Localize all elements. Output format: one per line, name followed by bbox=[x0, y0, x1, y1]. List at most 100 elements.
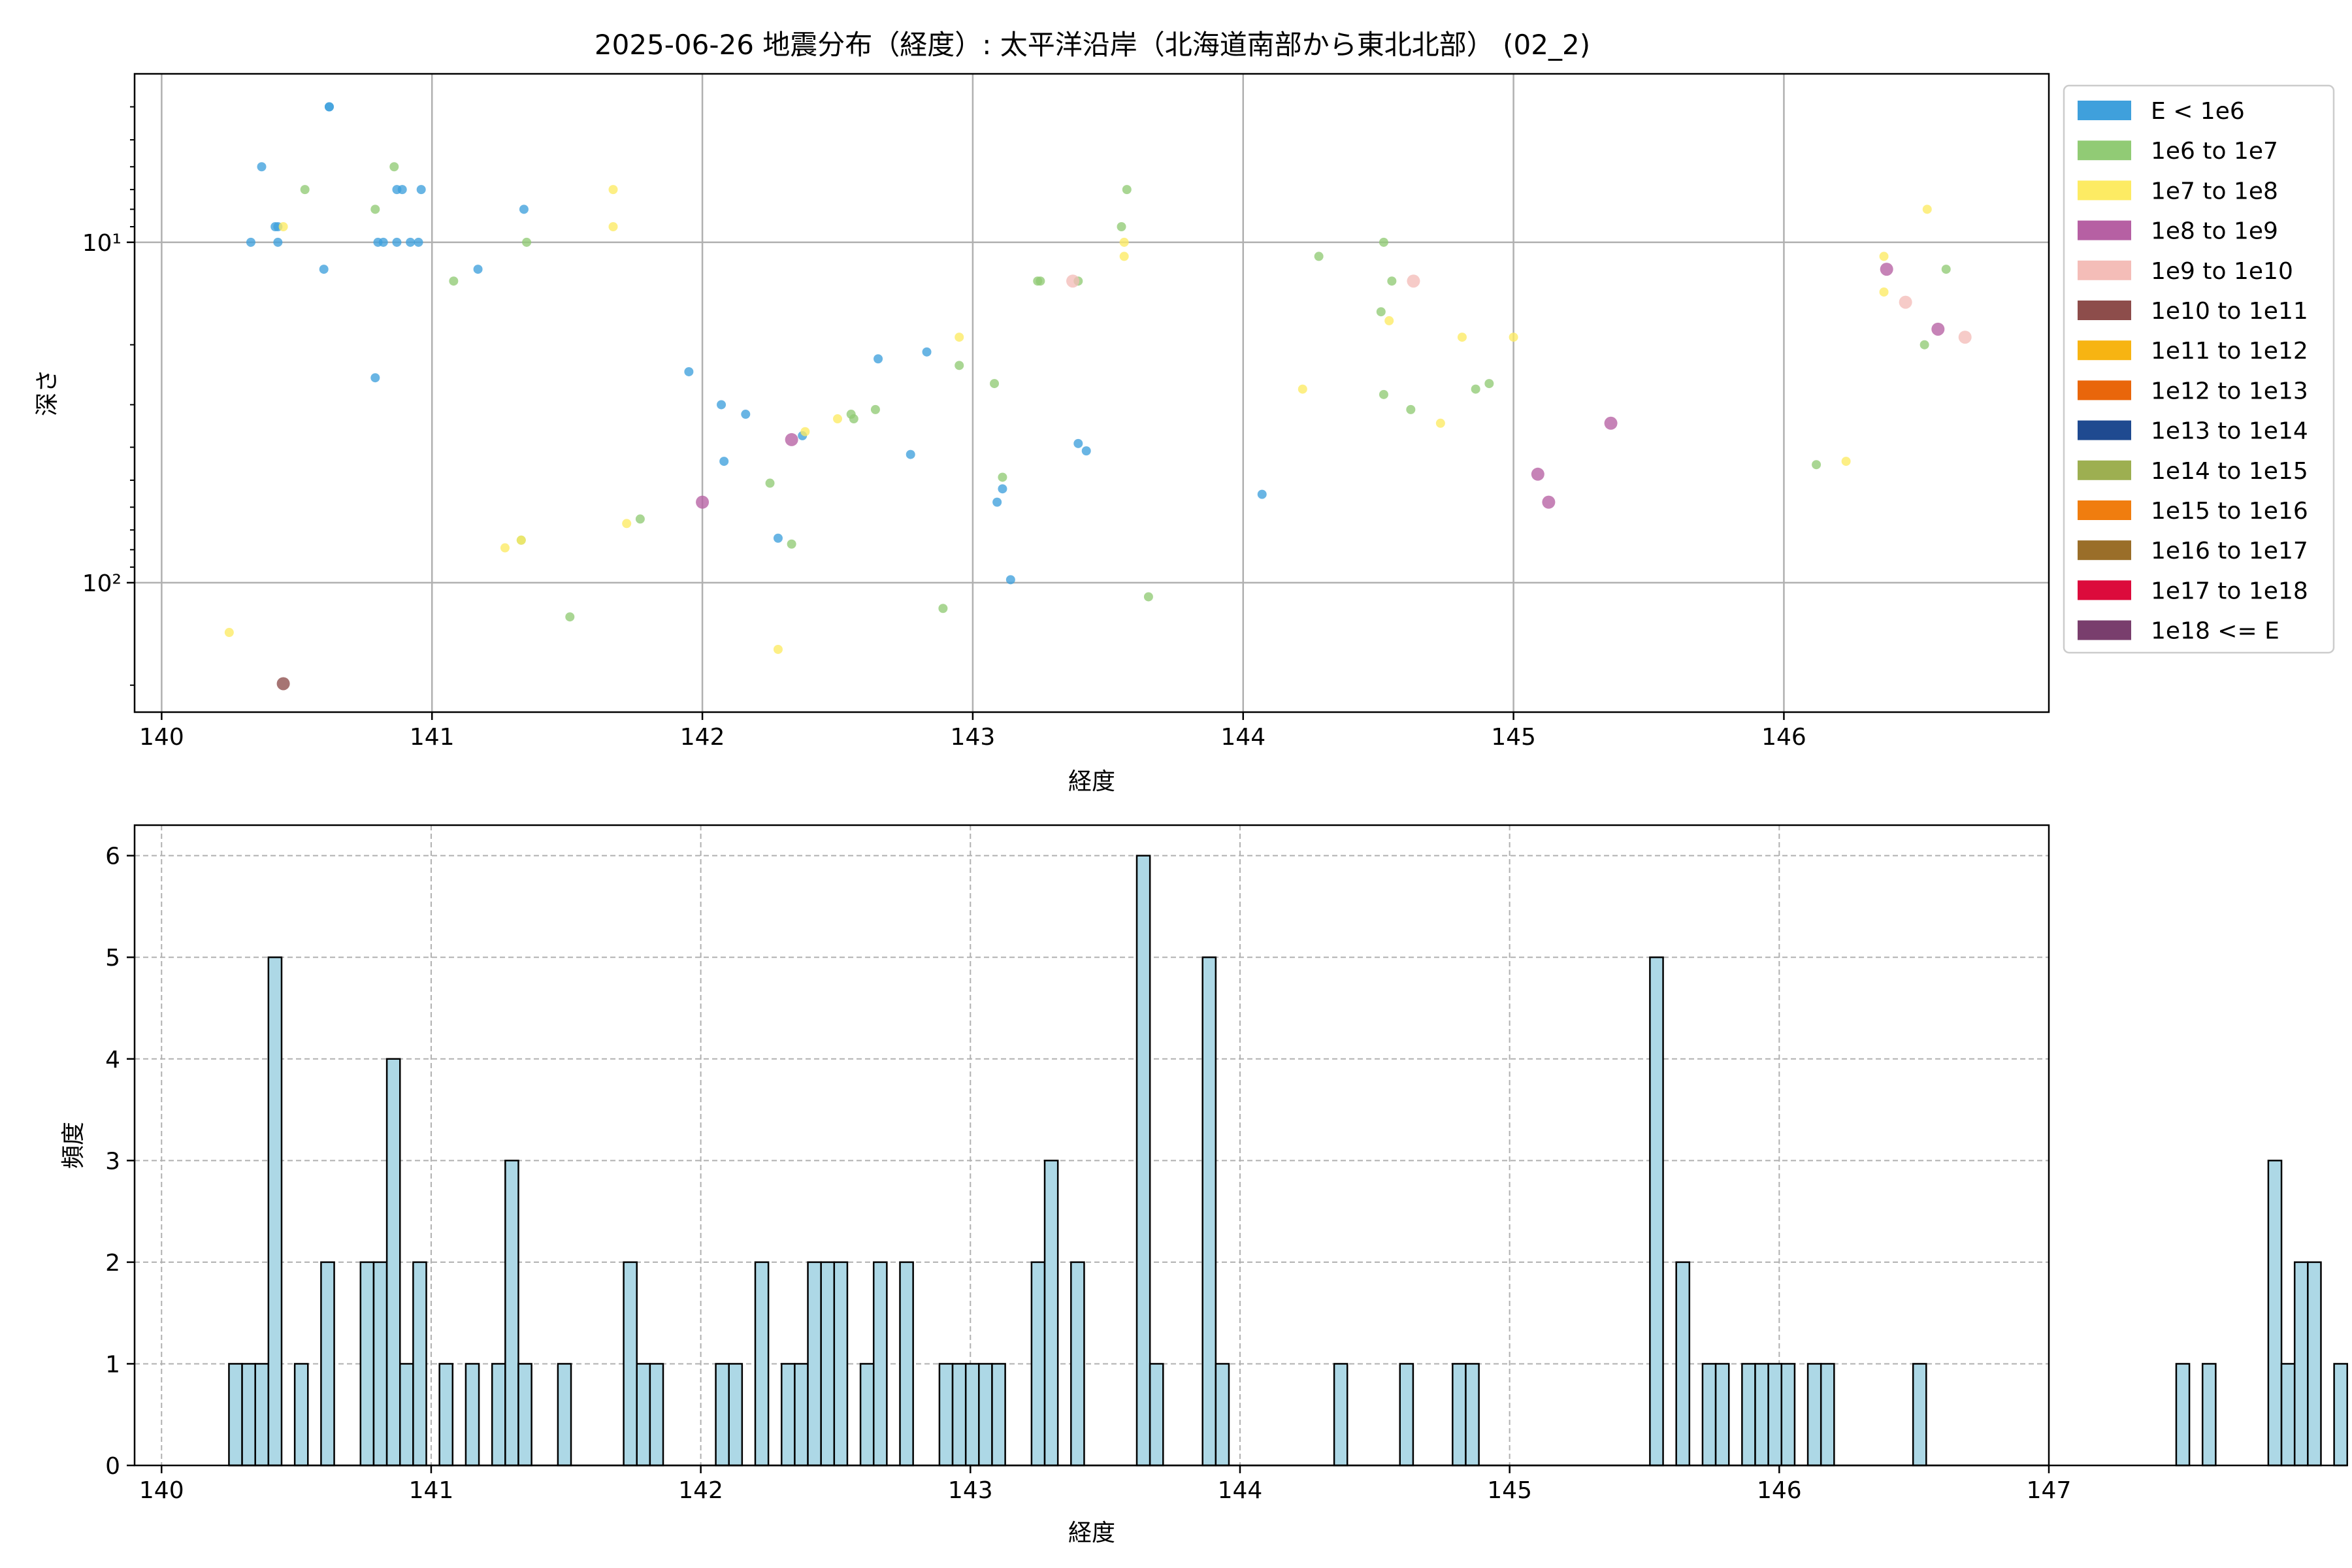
histogram-bar bbox=[2307, 1261, 2322, 1467]
scatter-point bbox=[324, 102, 334, 112]
histogram-bar bbox=[1333, 1363, 1348, 1467]
scatter-point bbox=[773, 533, 783, 543]
scatter-point bbox=[1484, 379, 1494, 389]
legend-label: 1e16 to 1e17 bbox=[2151, 538, 2308, 564]
scatter-point bbox=[414, 237, 423, 247]
legend-swatch bbox=[2078, 620, 2131, 640]
scatter-point bbox=[608, 185, 618, 195]
histogram-bar bbox=[254, 1363, 270, 1467]
legend-swatch bbox=[2078, 101, 2131, 120]
scatter-x-tick-label: 140 bbox=[139, 724, 184, 751]
legend-swatch bbox=[2078, 540, 2131, 561]
legend-swatch bbox=[2078, 220, 2131, 240]
scatter-point bbox=[1066, 274, 1080, 288]
scatter-point bbox=[473, 265, 483, 274]
histogram-bar bbox=[517, 1363, 532, 1467]
scatter-point bbox=[319, 265, 329, 274]
histogram-bar bbox=[465, 1363, 480, 1467]
histogram-bar bbox=[938, 1363, 954, 1467]
scatter-point bbox=[635, 514, 645, 524]
histogram-bar bbox=[978, 1363, 993, 1467]
histogram-bar bbox=[1465, 1363, 1480, 1467]
scatter-axes-frame bbox=[133, 73, 2050, 713]
legend-swatch bbox=[2078, 140, 2131, 161]
histogram-bar bbox=[807, 1261, 822, 1467]
legend-label: 1e8 to 1e9 bbox=[2151, 218, 2278, 245]
histogram-bar bbox=[872, 1261, 888, 1467]
scatter-point bbox=[1298, 384, 1307, 394]
histogram-bar bbox=[781, 1363, 796, 1467]
scatter-point bbox=[273, 237, 283, 247]
scatter-point bbox=[1406, 404, 1416, 414]
histogram-bar bbox=[491, 1363, 506, 1467]
scatter-point bbox=[565, 612, 575, 622]
histogram-y-label: 頻度 bbox=[60, 1122, 87, 1169]
scatter-point bbox=[1812, 460, 1821, 470]
scatter-point bbox=[278, 221, 288, 231]
legend-swatch bbox=[2078, 260, 2131, 280]
scatter-point bbox=[1958, 331, 1972, 344]
legend-label: 1e18 <= E bbox=[2151, 618, 2279, 645]
legend-label: 1e6 to 1e7 bbox=[2151, 138, 2278, 165]
scatter-point bbox=[1073, 438, 1083, 448]
histogram-bar bbox=[228, 1363, 243, 1467]
scatter-point bbox=[1941, 265, 1951, 274]
legend-swatch bbox=[2078, 500, 2131, 520]
histogram-bar bbox=[399, 1363, 414, 1467]
histogram-x-tick-label: 147 bbox=[2027, 1477, 2072, 1504]
histogram-bar bbox=[359, 1261, 375, 1467]
histogram-bar bbox=[964, 1363, 980, 1467]
histogram-bar bbox=[951, 1363, 967, 1467]
scatter-point bbox=[992, 497, 1002, 507]
histogram-bar bbox=[412, 1261, 427, 1467]
scatter-point bbox=[938, 604, 948, 613]
scatter-point bbox=[608, 221, 618, 231]
scatter-point bbox=[1376, 307, 1386, 317]
scatter-point bbox=[1122, 185, 1132, 195]
histogram-bar bbox=[715, 1363, 730, 1467]
histogram-x-tick-label: 144 bbox=[1218, 1477, 1263, 1504]
scatter-x-tick-label: 143 bbox=[951, 724, 996, 751]
scatter-point bbox=[1879, 252, 1889, 261]
histogram-bar bbox=[1215, 1363, 1230, 1467]
scatter-point bbox=[741, 410, 751, 419]
scatter-grid bbox=[135, 74, 2049, 712]
scatter-point bbox=[1922, 204, 1932, 214]
scatter-point bbox=[1387, 276, 1397, 286]
histogram-bars bbox=[228, 855, 2348, 1467]
legend-label: 1e12 to 1e13 bbox=[2151, 378, 2308, 404]
scatter-point bbox=[370, 373, 380, 383]
scatter-x-tick-label: 144 bbox=[1220, 724, 1266, 751]
legend-label: 1e13 to 1e14 bbox=[2151, 418, 2308, 445]
legend-label: 1e11 to 1e12 bbox=[2151, 338, 2308, 365]
histogram-bar bbox=[636, 1363, 651, 1467]
scatter-point bbox=[684, 367, 694, 376]
scatter-point bbox=[406, 237, 416, 247]
histogram-y-tick-label: 3 bbox=[105, 1148, 120, 1175]
scatter-point bbox=[1509, 333, 1518, 342]
histogram-bar bbox=[1754, 1363, 1769, 1467]
scatter-point bbox=[1879, 287, 1889, 297]
histogram-y-ticks: 0 1 2 3 4 5 6 bbox=[105, 843, 135, 1480]
scatter-x-tick-label: 141 bbox=[410, 724, 455, 751]
scatter-point bbox=[392, 237, 402, 247]
histogram-bar bbox=[241, 1363, 256, 1467]
scatter-point bbox=[1143, 592, 1153, 602]
legend-label: 1e17 to 1e18 bbox=[2151, 578, 2308, 604]
scatter-point bbox=[922, 347, 932, 357]
scatter-point bbox=[1471, 384, 1480, 394]
scatter-point bbox=[500, 543, 510, 553]
scatter-x-label: 経度 bbox=[1068, 768, 1115, 795]
scatter-point bbox=[224, 628, 234, 638]
scatter-x-ticks: 140 141 142 143 144 145 146 bbox=[139, 712, 1806, 751]
scatter-point bbox=[998, 472, 1007, 482]
histogram-y-tick-label: 2 bbox=[105, 1250, 120, 1277]
scatter-point bbox=[1119, 252, 1129, 261]
scatter-panel: 140 141 142 143 144 145 146 10¹ 10² 経度 深さ E < 1… bbox=[34, 73, 2335, 795]
histogram-y-tick-label: 1 bbox=[105, 1351, 120, 1378]
histogram-bar bbox=[1675, 1261, 1691, 1467]
scatter-point bbox=[622, 519, 632, 529]
histogram-plot-area bbox=[135, 825, 2049, 1465]
legend-label: 1e15 to 1e16 bbox=[2151, 498, 2308, 525]
